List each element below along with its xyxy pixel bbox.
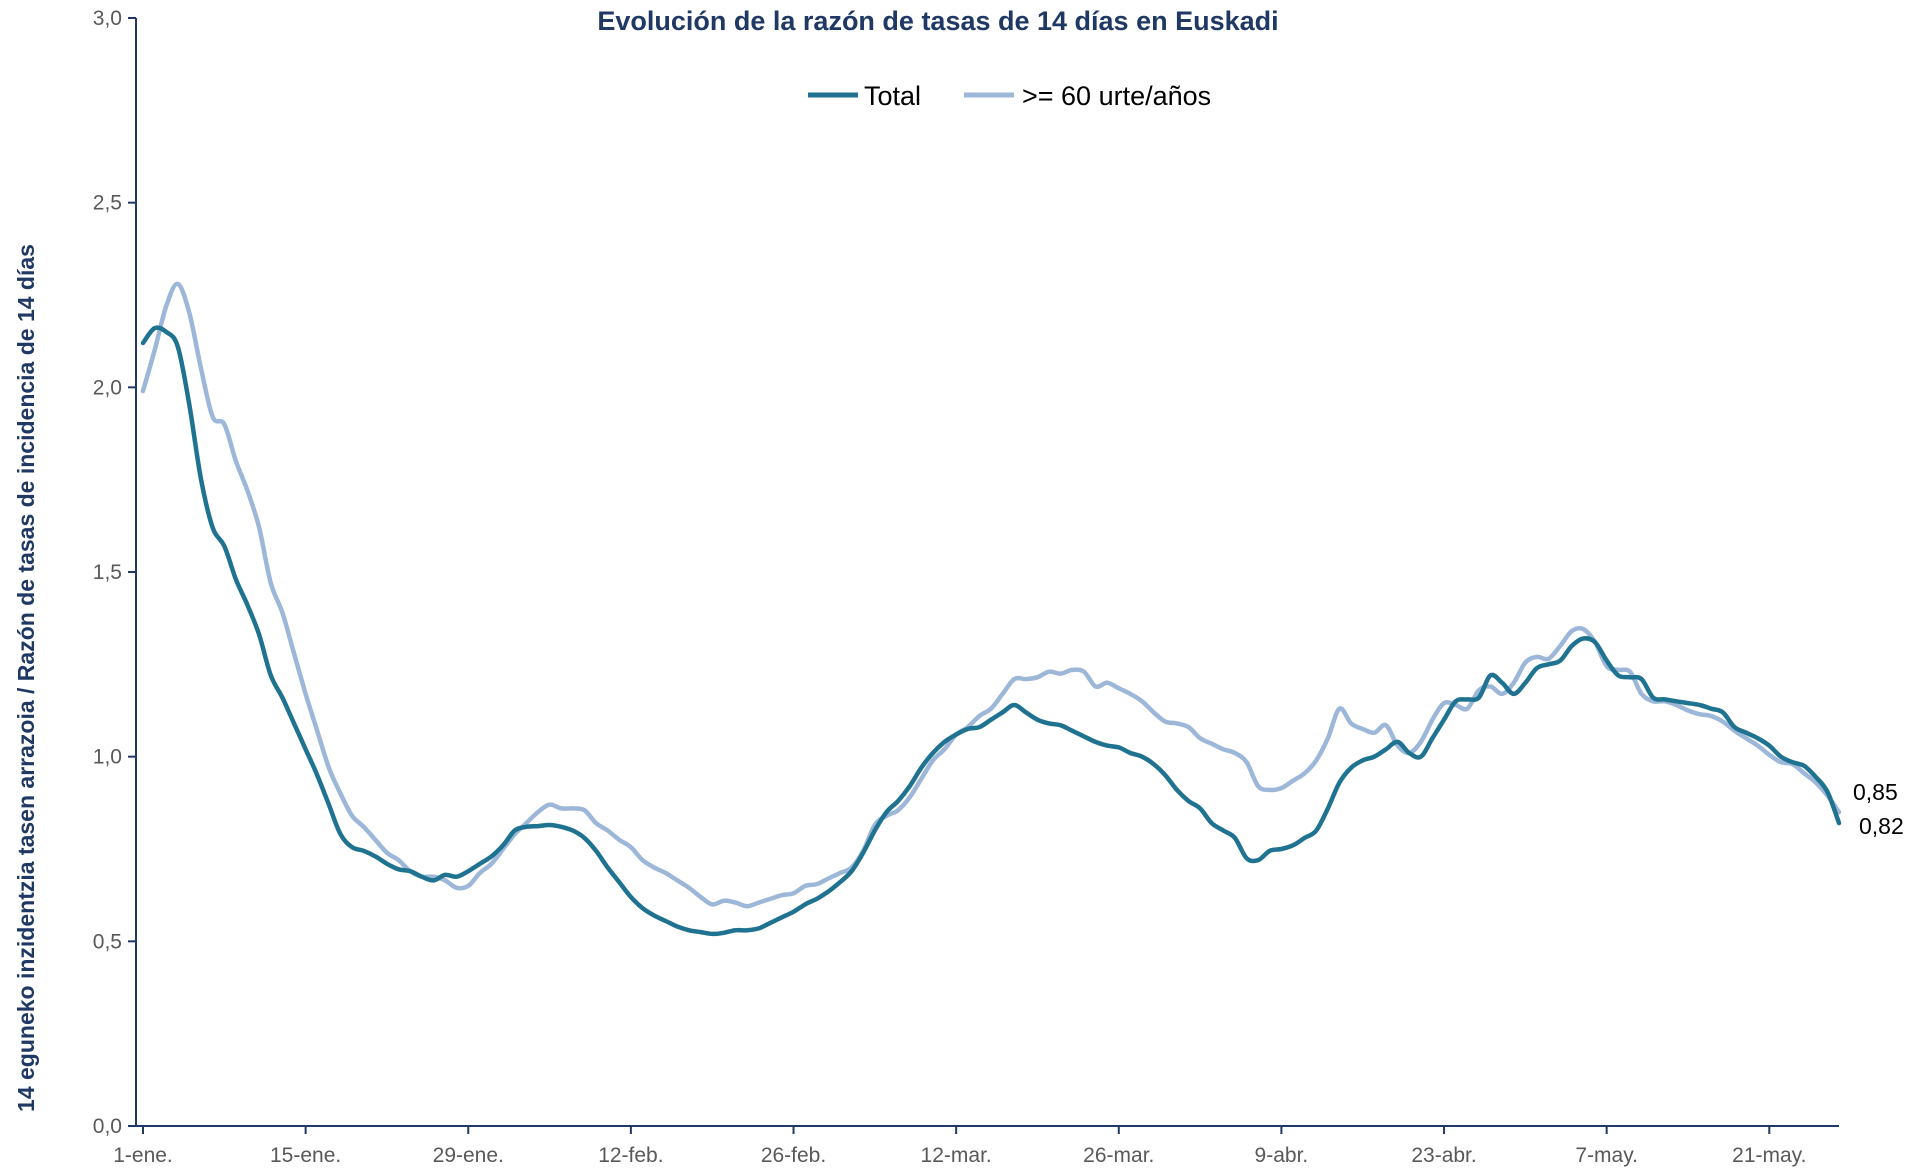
x-axis: 1-ene. 15-ene. 29-ene. 12-feb. 26-feb. 12-mar… bbox=[113, 1125, 1839, 1167]
y-axis-title: 14 eguneko inzidentzia tasen arrazoia / … bbox=[13, 244, 39, 1112]
x-tick-label: 29-ene. bbox=[433, 1144, 504, 1167]
y-tick-label: 2,5 bbox=[93, 192, 122, 215]
x-tick-label: 26-feb. bbox=[761, 1144, 826, 1167]
x-tick-label: 26-mar. bbox=[1083, 1144, 1154, 1167]
series-group bbox=[140, 281, 1842, 937]
x-tick-label: 12-feb. bbox=[598, 1144, 663, 1167]
end-label-total: 0,82 bbox=[1859, 813, 1904, 839]
legend-label-over60: >= 60 urte/años bbox=[1022, 81, 1211, 111]
y-tick-label: 1,0 bbox=[93, 746, 122, 769]
series-line-total bbox=[140, 325, 1842, 937]
legend-label-total: Total bbox=[864, 81, 921, 111]
x-tick-label: 9-abr. bbox=[1255, 1144, 1309, 1167]
x-tick-label: 7-may. bbox=[1575, 1144, 1638, 1167]
y-tick-label: 0,5 bbox=[93, 930, 122, 953]
legend: Total >= 60 urte/años bbox=[808, 81, 1211, 111]
x-tick-label: 21-may. bbox=[1732, 1144, 1806, 1167]
y-tick-label: 2,0 bbox=[93, 376, 122, 399]
end-label-over60: 0,85 bbox=[1853, 779, 1898, 805]
y-tick-label: 0,0 bbox=[93, 1115, 122, 1138]
series-line-over60 bbox=[140, 281, 1842, 909]
y-tick-label: 3,0 bbox=[93, 7, 122, 30]
x-tick-label: 23-abr. bbox=[1411, 1144, 1476, 1167]
y-tick-label: 1,5 bbox=[93, 561, 122, 584]
x-tick-label: 1-ene. bbox=[113, 1144, 173, 1167]
x-tick-label: 15-ene. bbox=[270, 1144, 341, 1167]
x-tick-label: 12-mar. bbox=[921, 1144, 992, 1167]
chart-title: Evolución de la razón de tasas de 14 día… bbox=[597, 6, 1278, 36]
y-axis: 0,0 0,5 1,0 1,5 2,0 2,5 3,0 bbox=[93, 7, 137, 1138]
